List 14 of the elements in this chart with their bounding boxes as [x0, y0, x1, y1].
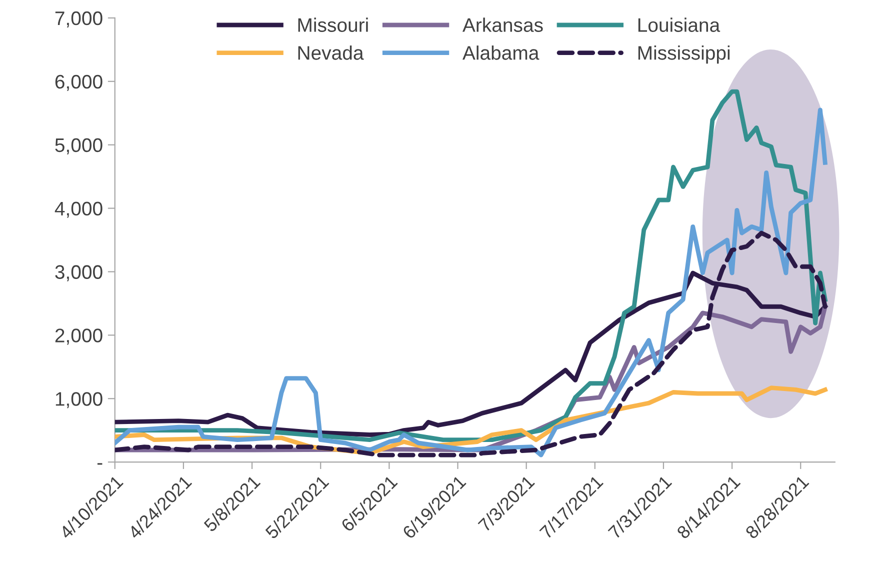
legend-label: Mississippi [638, 46, 730, 64]
legend-label: Alabama [462, 46, 540, 60]
y-tick-label: 6,000 [55, 74, 102, 91]
y-tick-label: 4,000 [54, 202, 102, 218]
y-tick-label: 3,000 [55, 265, 102, 282]
legend-label: Nevada [298, 46, 364, 60]
y-tick-label: 1,000 [56, 392, 102, 408]
y-tick-label: - [97, 463, 102, 465]
legend-label: Missouri [298, 18, 368, 32]
legend-label: Louisiana [638, 18, 720, 32]
y-tick-label: 7,000 [55, 11, 102, 28]
y-tick-label: 5,000 [55, 138, 102, 154]
legend-label: Arkansas [462, 18, 543, 32]
y-tick-label: 2,000 [55, 328, 102, 345]
